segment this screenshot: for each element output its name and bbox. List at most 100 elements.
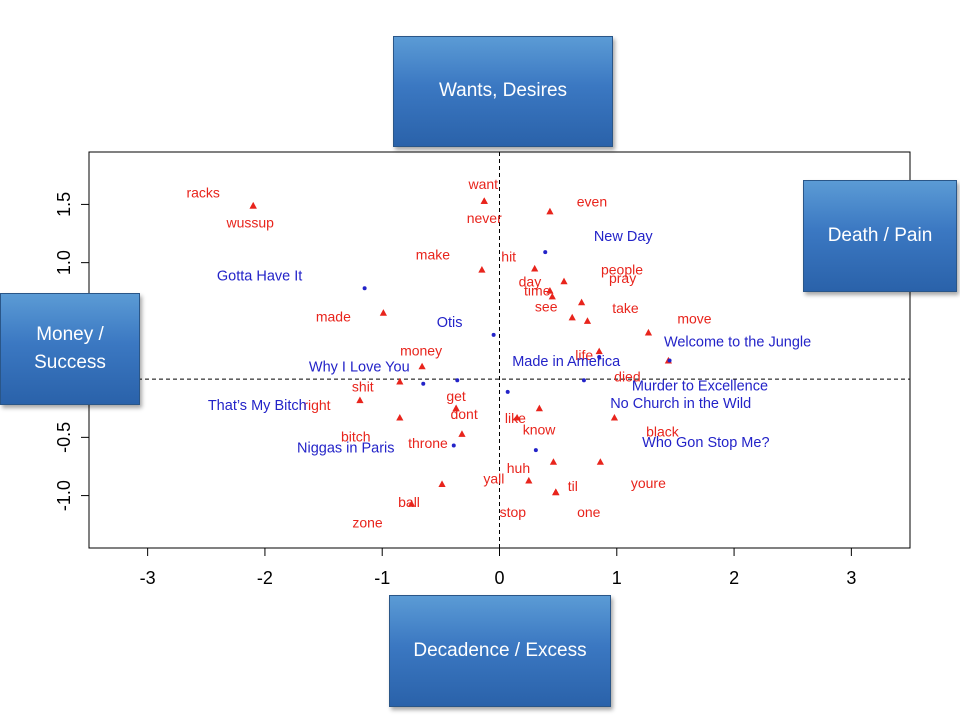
word-label: life bbox=[575, 347, 593, 363]
word-label: made bbox=[316, 309, 351, 325]
money-success-box: Money / Success bbox=[0, 293, 140, 405]
word-point bbox=[578, 298, 586, 306]
word-label: black bbox=[646, 424, 680, 440]
word-point bbox=[249, 201, 257, 209]
wants-desires-box: Wants, Desires bbox=[393, 36, 613, 147]
word-label: day bbox=[519, 274, 542, 290]
word-label: money bbox=[400, 342, 442, 358]
word-point bbox=[418, 362, 426, 370]
point-labels: racks wussup want never even make hit people day… bbox=[186, 176, 811, 531]
word-label: get bbox=[446, 388, 466, 404]
word-label: people bbox=[601, 261, 643, 277]
song-label: New Day bbox=[594, 229, 654, 245]
word-point bbox=[644, 328, 653, 336]
word-point bbox=[531, 264, 539, 272]
song-label: No Church in the Wild bbox=[610, 396, 751, 412]
word-label: wussup bbox=[225, 215, 274, 231]
song-point bbox=[505, 389, 510, 394]
x-tick-label: 2 bbox=[729, 568, 739, 588]
word-label: want bbox=[467, 176, 498, 192]
song-label: Made in America bbox=[512, 354, 621, 370]
word-point bbox=[525, 476, 533, 484]
word-label: make bbox=[416, 247, 450, 263]
x-tick-label: -1 bbox=[374, 568, 390, 588]
wants-desires-label: Wants, Desires bbox=[438, 80, 568, 102]
word-point bbox=[438, 480, 446, 487]
x-tick-label: 3 bbox=[846, 568, 856, 588]
reference-lines bbox=[89, 152, 910, 548]
decadence-excess-box: Decadence / Excess bbox=[389, 595, 611, 707]
song-point bbox=[362, 286, 367, 291]
word-point bbox=[595, 347, 603, 355]
word-point bbox=[407, 500, 416, 507]
word-label: throne bbox=[408, 435, 448, 451]
word-label: shit bbox=[352, 378, 374, 394]
x-tick-label: 1 bbox=[612, 568, 622, 588]
y-tick-label: 1.0 bbox=[54, 250, 74, 275]
song-point bbox=[491, 332, 496, 337]
word-label: like bbox=[505, 410, 526, 426]
word-point bbox=[596, 458, 604, 465]
word-label: move bbox=[677, 311, 711, 327]
song-point bbox=[421, 381, 426, 386]
song-point bbox=[533, 448, 538, 453]
word-point bbox=[610, 413, 619, 421]
song-point bbox=[597, 354, 602, 359]
word-label: stop bbox=[500, 504, 527, 520]
x-tick-label: -3 bbox=[140, 568, 156, 588]
word-point bbox=[356, 396, 364, 404]
word-label: bitch bbox=[341, 429, 371, 445]
song-label: Niggas in Paris bbox=[297, 441, 395, 457]
word-label: yall bbox=[483, 470, 504, 486]
word-label: even bbox=[577, 193, 607, 209]
word-point bbox=[583, 317, 592, 324]
word-label: right bbox=[303, 397, 330, 413]
word-label: til bbox=[568, 478, 578, 494]
word-label: time bbox=[524, 282, 551, 298]
word-label: never bbox=[467, 210, 502, 226]
y-tick-label: -0.5 bbox=[54, 422, 74, 453]
word-label: pray bbox=[609, 270, 636, 286]
x-tick-label: 0 bbox=[494, 568, 504, 588]
word-point bbox=[396, 413, 404, 421]
song-label: Murder to Excellence bbox=[632, 378, 768, 394]
word-label: huh bbox=[507, 460, 530, 476]
song-point bbox=[455, 378, 460, 383]
word-point bbox=[478, 266, 486, 273]
word-point bbox=[548, 292, 556, 300]
word-label: take bbox=[612, 300, 639, 316]
y-tick-label: -1.0 bbox=[54, 480, 74, 511]
song-label: Otis bbox=[437, 315, 463, 331]
decadence-excess-label: Decadence / Excess bbox=[413, 639, 587, 661]
song-point bbox=[667, 358, 672, 363]
word-point bbox=[560, 277, 568, 285]
word-point bbox=[549, 458, 558, 465]
word-label: one bbox=[577, 504, 601, 520]
word-label: zone bbox=[352, 515, 383, 531]
word-point bbox=[379, 309, 387, 316]
word-point bbox=[546, 287, 554, 294]
word-label: racks bbox=[186, 185, 219, 201]
word-label: hit bbox=[501, 248, 516, 264]
word-point bbox=[396, 377, 404, 385]
word-point bbox=[480, 197, 488, 204]
x-axis: -3 -2 -1 0 1 2 3 bbox=[140, 547, 856, 588]
money-success-label: Money / Success bbox=[34, 323, 106, 374]
word-point bbox=[458, 430, 466, 437]
song-label: Gotta Have It bbox=[217, 268, 302, 284]
word-point bbox=[535, 404, 543, 412]
word-point bbox=[568, 313, 576, 321]
death-pain-box: Death / Pain bbox=[803, 180, 957, 292]
word-label: ball bbox=[398, 494, 420, 510]
song-point bbox=[581, 378, 586, 383]
word-label: youre bbox=[631, 475, 666, 491]
death-pain-label: Death / Pain bbox=[827, 224, 933, 246]
word-point bbox=[452, 404, 460, 412]
song-label: Why I Love You bbox=[309, 359, 410, 375]
word-point bbox=[552, 488, 560, 496]
word-label: know bbox=[523, 422, 557, 438]
song-point bbox=[451, 443, 456, 448]
data-points bbox=[249, 197, 672, 507]
word-point bbox=[546, 207, 554, 215]
